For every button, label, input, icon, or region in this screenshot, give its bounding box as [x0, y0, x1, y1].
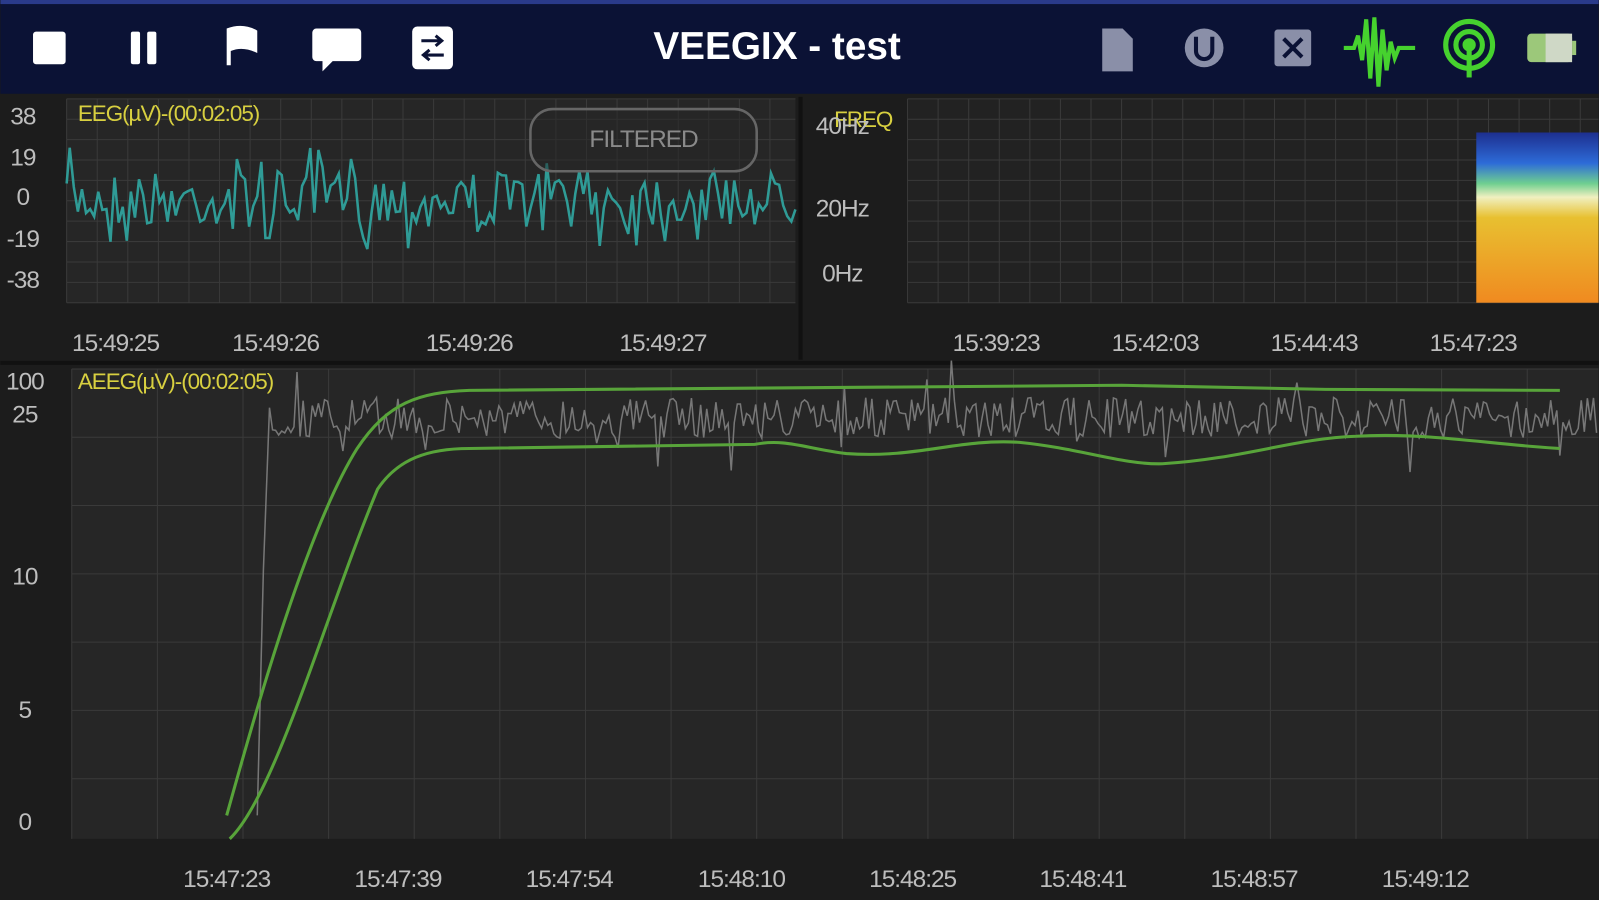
- x-axis-label: 15:48:10: [698, 866, 785, 893]
- stop-button[interactable]: [33, 31, 66, 65]
- x-axis-label: 15:49:25: [72, 330, 159, 357]
- file-button[interactable]: [1102, 28, 1133, 72]
- x-axis-label: 15:49:26: [232, 330, 319, 357]
- close-button[interactable]: [1274, 29, 1312, 67]
- signal-icon[interactable]: [1343, 17, 1416, 87]
- x-axis-label: 15:47:23: [183, 866, 270, 893]
- aeeg-upper-margin: [225, 383, 1560, 816]
- y-axis-label: 38: [10, 104, 36, 131]
- y-axis-label: 10: [12, 563, 38, 590]
- aeeg-raw-trace: [256, 360, 1598, 816]
- battery-icon: [1527, 33, 1577, 63]
- x-axis-label: 15:44:43: [1271, 330, 1358, 357]
- comment-button[interactable]: [312, 28, 362, 72]
- y-axis-label: -38: [7, 267, 40, 294]
- u-button[interactable]: [1184, 28, 1224, 68]
- header: [0, 0, 1599, 94]
- aeeg-plot-area: [71, 368, 1599, 839]
- y-axis-label: 0Hz: [822, 261, 863, 288]
- x-axis-label: 15:47:54: [526, 866, 613, 893]
- x-axis-label: 15:48:25: [869, 866, 956, 893]
- flag-button[interactable]: [226, 25, 258, 66]
- aeeg-lower-margin: [228, 433, 1560, 840]
- aeeg-label: AEEG(µV)-(00:02:05): [78, 369, 274, 394]
- x-axis-label: 15:47:39: [354, 866, 441, 893]
- antenna-icon[interactable]: [1443, 18, 1496, 78]
- y-axis-label: 5: [19, 697, 32, 724]
- filtered-button[interactable]: [529, 107, 758, 173]
- y-axis-label: -19: [7, 226, 40, 253]
- swap-button[interactable]: [412, 26, 453, 70]
- x-axis-label: 15:39:23: [953, 330, 1040, 357]
- y-axis-label: 0: [17, 184, 30, 211]
- y-axis-label: 0: [19, 809, 32, 836]
- x-axis-label: 15:48:41: [1039, 866, 1126, 893]
- x-axis-label: 15:49:12: [1382, 866, 1469, 893]
- eeg-label: EEG(µV)-(00:02:05): [78, 101, 260, 126]
- x-axis-label: 15:42:03: [1112, 330, 1199, 357]
- x-axis-label: 15:48:57: [1211, 866, 1298, 893]
- app-title: VEEGIX - test: [653, 25, 901, 68]
- filtered-button-label[interactable]: FILTERED: [589, 126, 699, 153]
- freq-label: FREQ: [834, 107, 893, 132]
- pause-button[interactable]: [130, 31, 157, 65]
- y-axis-label: 40Hz: [816, 113, 870, 140]
- x-axis-label: 15:49:26: [426, 330, 513, 357]
- y-axis-label: 25: [12, 401, 38, 428]
- x-axis-label: 15:49:27: [619, 330, 706, 357]
- y-axis-label: 20Hz: [816, 195, 870, 222]
- eeg-waveform: [65, 147, 797, 250]
- eeg-grid: [66, 98, 796, 304]
- y-axis-label: 19: [10, 144, 36, 171]
- y-axis-label: 100: [6, 369, 44, 396]
- spectrogram: [1476, 132, 1599, 303]
- x-axis-label: 15:47:23: [1430, 330, 1517, 357]
- header-border: [0, 0, 1599, 5]
